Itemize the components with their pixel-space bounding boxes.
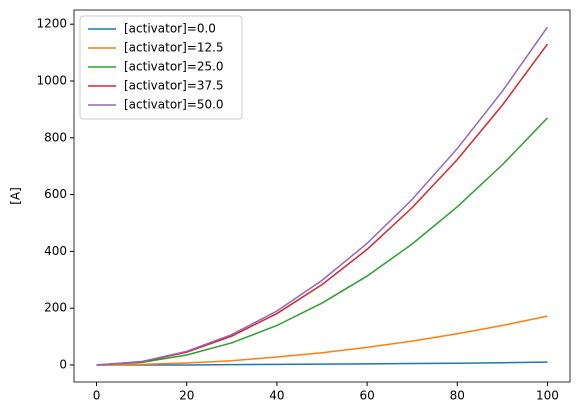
y-axis-label: [A] bbox=[9, 187, 23, 205]
series-line bbox=[96, 26, 549, 366]
legend-label: [activator]=50.0 bbox=[124, 98, 224, 112]
legend-box bbox=[79, 15, 243, 120]
x-tick-label: 60 bbox=[359, 389, 374, 403]
plot-frame bbox=[73, 9, 571, 383]
legend-label: [activator]=12.5 bbox=[124, 41, 224, 55]
legend-label: [activator]=37.5 bbox=[124, 79, 224, 93]
y-tick-label: 1000 bbox=[36, 73, 67, 87]
series-line bbox=[96, 315, 548, 366]
y-tick-label: 600 bbox=[44, 187, 67, 201]
series-line bbox=[96, 117, 548, 366]
x-tick-label: 40 bbox=[269, 389, 284, 403]
x-tick-label: 100 bbox=[536, 389, 559, 403]
y-tick-label: 800 bbox=[44, 130, 67, 144]
y-tick-label: 200 bbox=[44, 301, 67, 315]
y-tick-label: 0 bbox=[59, 357, 67, 371]
series-line bbox=[96, 361, 548, 366]
legend-label: [activator]=0.0 bbox=[124, 22, 216, 36]
x-tick-label: 0 bbox=[93, 389, 101, 403]
y-tick-label: 1200 bbox=[36, 17, 67, 31]
x-tick-label: 20 bbox=[179, 389, 194, 403]
legend-label: [activator]=25.0 bbox=[124, 60, 224, 74]
x-tick-label: 80 bbox=[450, 389, 465, 403]
y-tick-label: 400 bbox=[44, 244, 67, 258]
